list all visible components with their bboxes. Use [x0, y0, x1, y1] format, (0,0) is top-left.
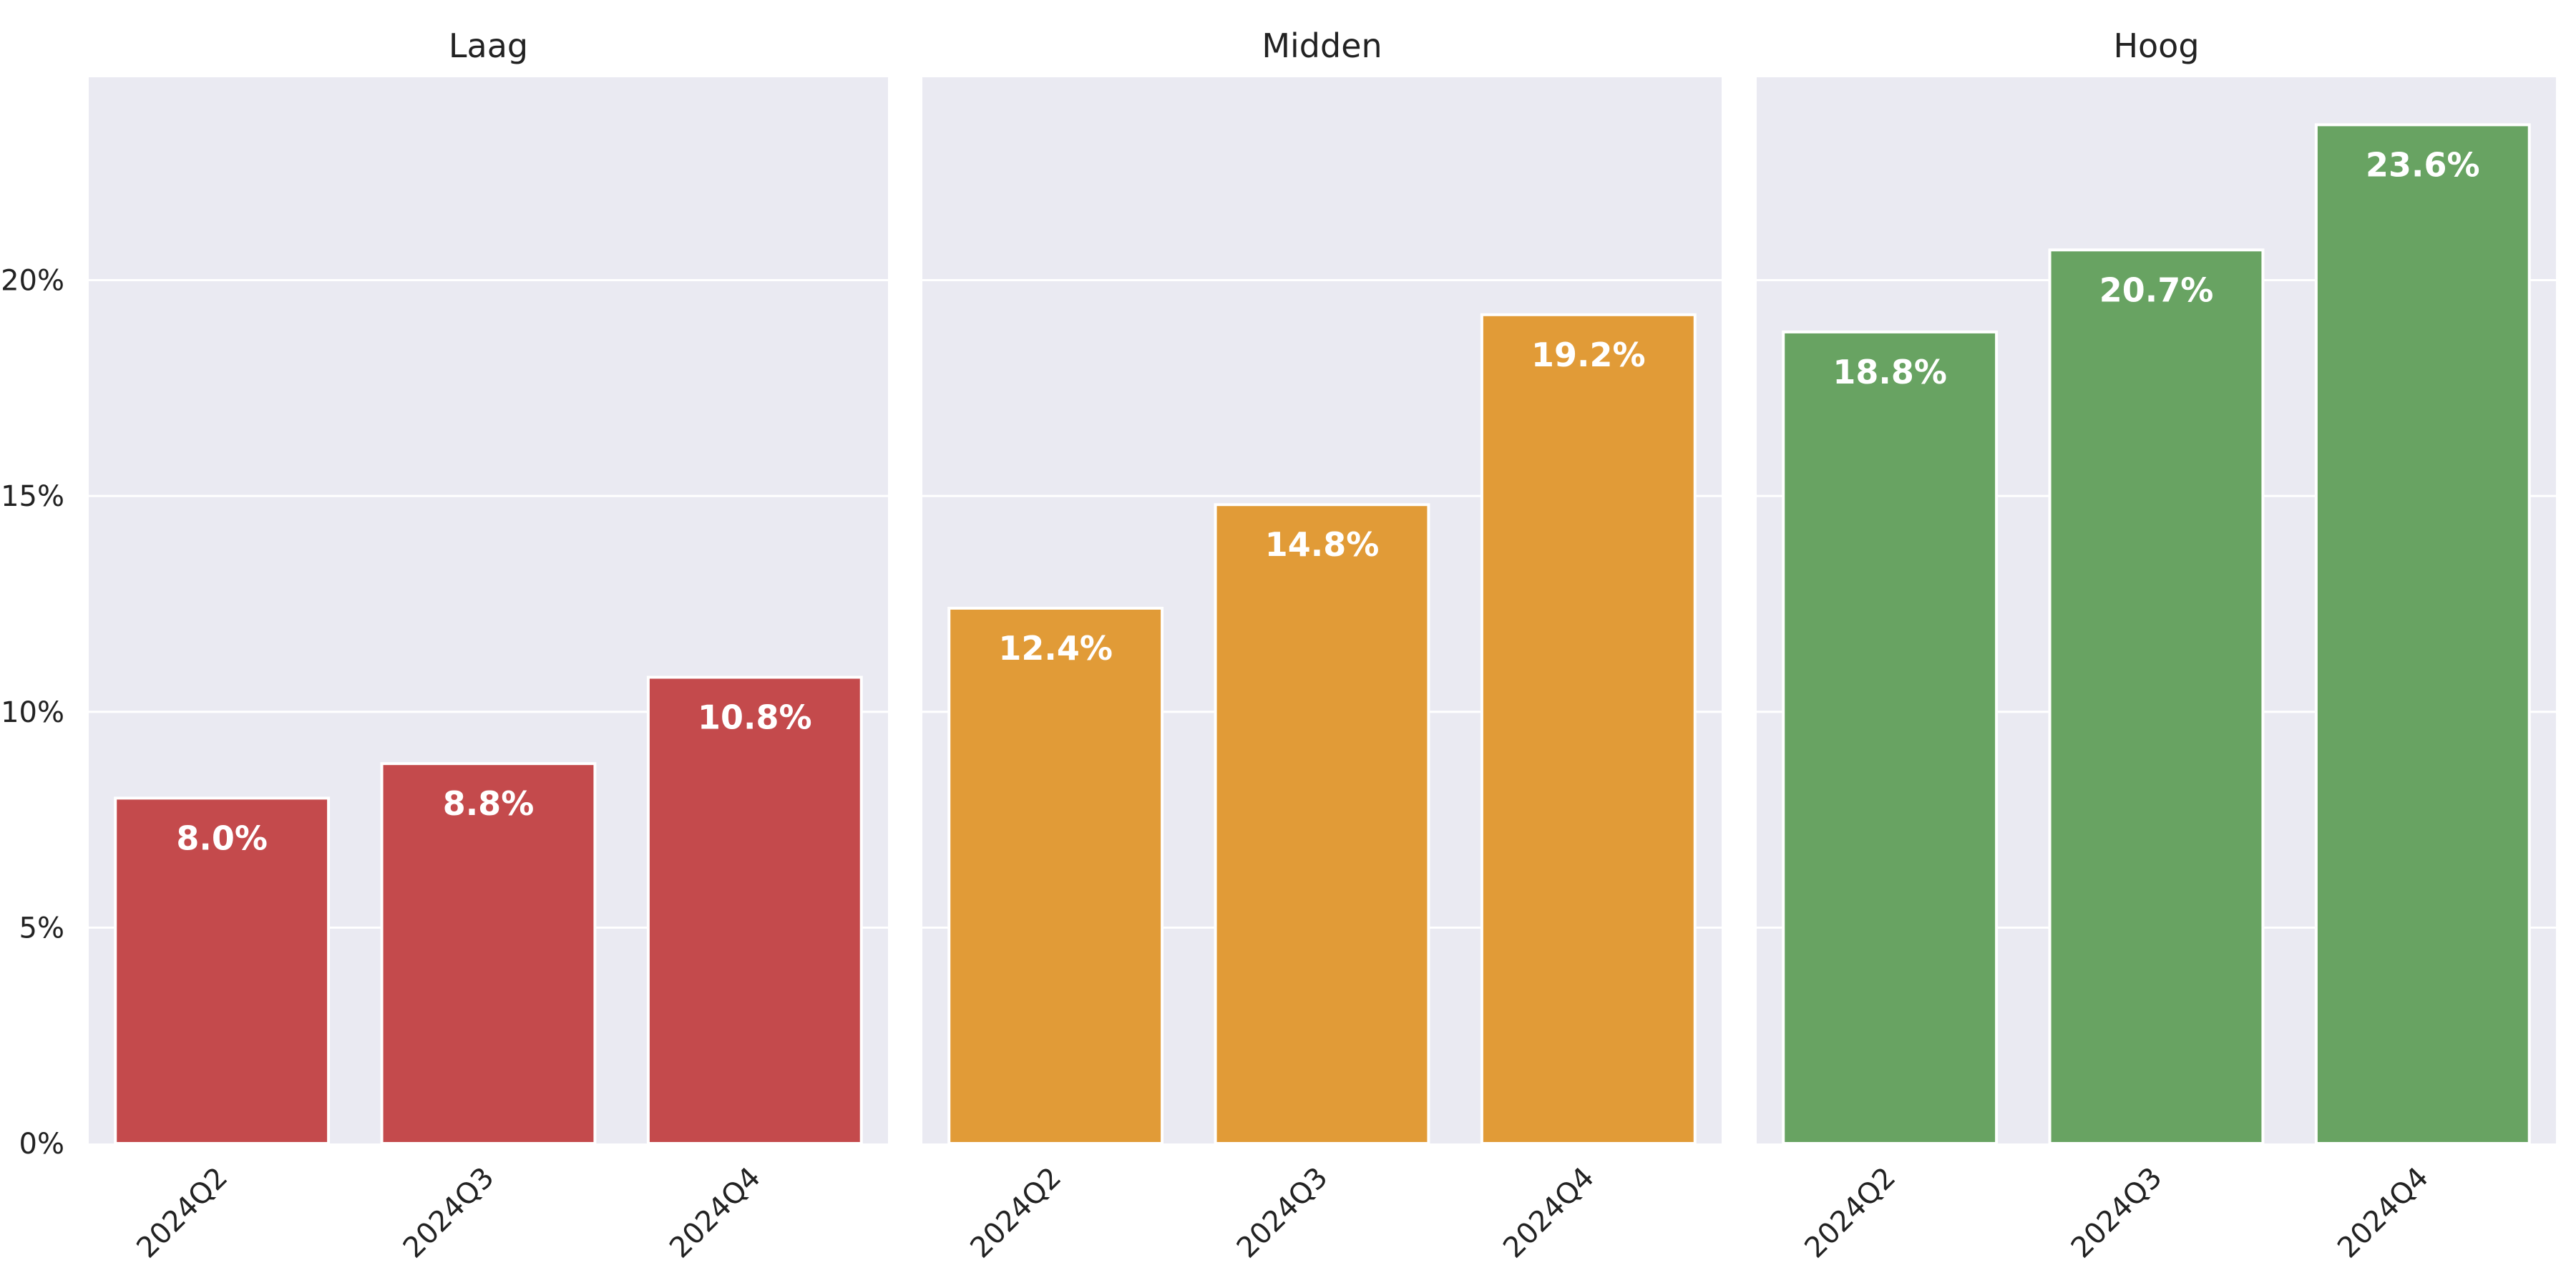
- panel-title: Midden: [1262, 26, 1382, 65]
- x-tick-label: 2024Q3: [397, 1161, 501, 1265]
- y-tick-label: 10%: [1, 696, 64, 729]
- bar: [1214, 503, 1430, 1145]
- bar-value-label: 14.8%: [1265, 525, 1380, 564]
- bar: [1480, 313, 1697, 1145]
- chart-panels: Laag8.0%2024Q28.8%2024Q310.8%2024Q4Midde…: [89, 26, 2556, 1264]
- bar-value-label: 20.7%: [2099, 270, 2214, 309]
- y-tick-label: 15%: [1, 480, 64, 513]
- panel-title: Laag: [449, 26, 528, 65]
- panel-midden: Midden 12.4% 2024Q2 14.8% 2024Q3 19.2% 2024Q4: [922, 26, 1722, 1264]
- bar-value-label: 10.8%: [698, 698, 812, 737]
- x-tick-label: 2024Q3: [1231, 1161, 1335, 1265]
- x-tick-label: 2024Q4: [663, 1161, 767, 1265]
- bar-value-label: 23.6%: [2366, 145, 2480, 184]
- bar: [646, 675, 863, 1145]
- bar-value-label: 8.0%: [176, 819, 268, 857]
- x-tick-label: 2024Q3: [2065, 1161, 2169, 1265]
- x-tick-label: 2024Q2: [130, 1161, 234, 1265]
- bar: [2314, 123, 2531, 1145]
- bar: [947, 606, 1164, 1145]
- bar: [1782, 330, 1999, 1146]
- bar-value-label: 8.8%: [443, 784, 535, 823]
- panel-hoog: Hoog 18.8% 2024Q2 20.7% 2024Q3 23.6% 2024Q4: [1757, 26, 2556, 1264]
- y-tick-label: 0%: [19, 1128, 64, 1161]
- bar: [114, 796, 331, 1146]
- bar-value-label: 18.8%: [1833, 353, 1947, 391]
- x-tick-label: 2024Q2: [964, 1161, 1068, 1265]
- x-tick-label: 2024Q2: [1798, 1161, 1902, 1265]
- bar: [380, 762, 597, 1145]
- panel-laag: Laag 8.0% 2024Q2 8.8% 2024Q3 10.8% 2024Q4: [89, 26, 888, 1264]
- bar-value-label: 12.4%: [998, 629, 1113, 668]
- y-tick-label: 20%: [1, 265, 64, 298]
- panel-title: Hoog: [2113, 26, 2199, 65]
- bar-value-label: 19.2%: [1531, 336, 1646, 374]
- x-tick-label: 2024Q4: [2331, 1161, 2435, 1265]
- x-tick-label: 2024Q4: [1497, 1161, 1601, 1265]
- y-axis: 0% 5% 10% 15% 20%: [1, 265, 64, 1161]
- y-tick-label: 5%: [19, 912, 64, 945]
- bar: [2048, 248, 2265, 1145]
